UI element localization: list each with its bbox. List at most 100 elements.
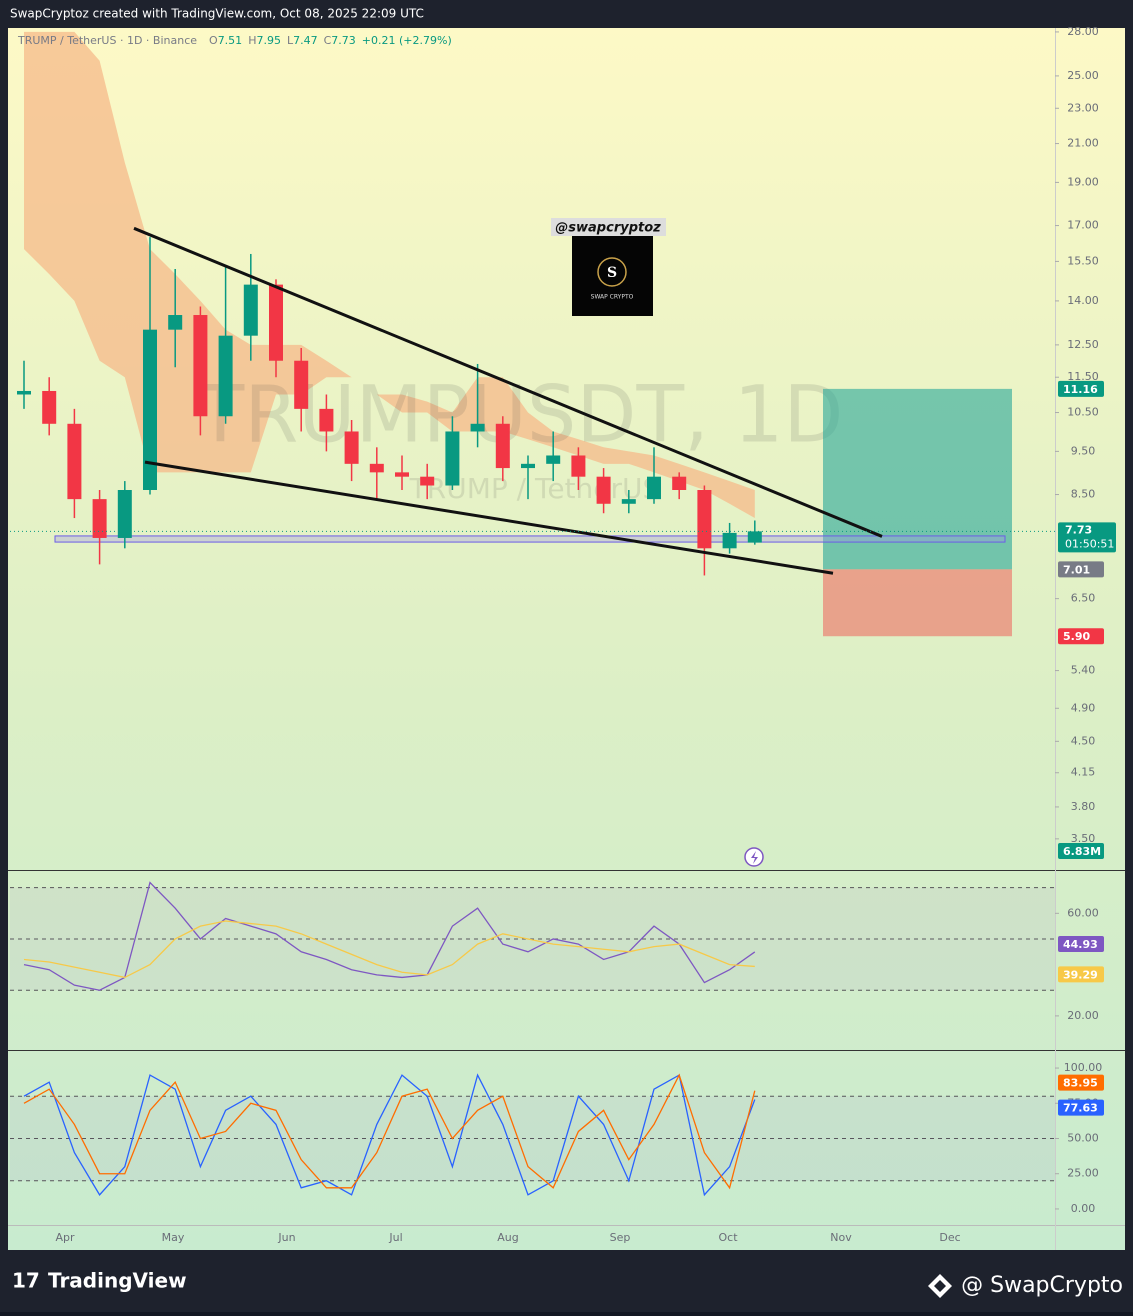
y-tick-label: 3.80: [1071, 800, 1096, 813]
candle-body: [369, 463, 384, 473]
candle-body: [269, 284, 283, 361]
last-value-label: 77.63: [1063, 1102, 1098, 1115]
y-tick-label: 4.15: [1071, 766, 1096, 779]
last-price-label-bg: [1058, 522, 1116, 553]
last-value-label-bg: [1058, 935, 1104, 952]
candle-body: [117, 489, 132, 538]
legend-header: TRUMP / TetherUS · 1D · Binance O7.51 H7.9…: [17, 34, 452, 47]
header-item: 7.73: [331, 34, 356, 47]
take-profit-zone: [823, 388, 1012, 570]
header-item: O: [209, 34, 218, 47]
candle-body: [420, 476, 435, 486]
header-item: H: [248, 34, 256, 47]
y-tick-label: 14.00: [1067, 294, 1099, 307]
last-value-label: 83.95: [1063, 1077, 1098, 1090]
brand-logo: 17: [12, 1269, 40, 1293]
candle-body: [42, 390, 57, 424]
plot-background: [8, 28, 1125, 1250]
entry-label-bg: [1058, 561, 1104, 578]
candle-body: [697, 489, 712, 549]
y-tick-label: 5.40: [1071, 664, 1096, 677]
y-tick-label: 12.50: [1067, 338, 1099, 351]
watermark: TRUMPUSDT, 1D: [196, 370, 844, 460]
last-value-label-bg: [1058, 1074, 1104, 1091]
candle-body: [92, 499, 107, 538]
candle-body: [596, 476, 611, 504]
candle-body: [294, 360, 309, 409]
x-tick-label: Jun: [277, 1231, 295, 1244]
candle-body: [495, 423, 510, 469]
y-tick-label: 15.50: [1067, 254, 1099, 267]
y-tick-label: 3.50: [1071, 832, 1096, 845]
candle-body: [344, 431, 359, 464]
top-bar: SwapCryptoz created with TradingView.com…: [10, 7, 424, 21]
x-tick-label: Aug: [497, 1231, 518, 1244]
last-value-label: 44.93: [1063, 938, 1098, 951]
header-item: +0.21 (+2.79%): [362, 34, 452, 47]
candle-body: [218, 335, 233, 417]
y-tick-label: 20.00: [1067, 1009, 1099, 1022]
volume-label: 6.83M: [1063, 845, 1101, 858]
candle-body: [672, 476, 687, 490]
logo-text: SWAP CRYPTO: [591, 294, 634, 301]
x-tick-label: May: [162, 1231, 185, 1244]
indicator-line: [23, 1073, 756, 1197]
trendline: [144, 460, 834, 575]
logo-ring: [597, 257, 627, 287]
y-tick-label: 9.50: [1071, 444, 1096, 457]
candle-body: [319, 408, 334, 432]
last-value-label-bg: [1058, 1099, 1104, 1116]
candle-body: [143, 329, 157, 490]
candle-body: [243, 284, 258, 336]
candle-body: [546, 455, 561, 464]
candle-body: [168, 315, 183, 330]
header-item: TRUMP / TetherUS · 1D · Binance: [17, 34, 197, 47]
y-tick-label: 25.00: [1067, 69, 1099, 82]
last-value-label: 39.29: [1063, 968, 1098, 981]
candle-body: [193, 315, 208, 417]
header-item: C: [324, 34, 332, 47]
y-tick-label: 21.00: [1067, 137, 1099, 150]
support-zone: [54, 535, 1006, 543]
y-tick-label: 50.00: [1067, 1131, 1099, 1144]
header-item: 7.51: [218, 34, 243, 47]
x-tick-label: Apr: [55, 1231, 75, 1244]
indicator-line: [23, 881, 756, 991]
x-tick-label: Sep: [610, 1231, 631, 1244]
x-tick-label: Jul: [388, 1231, 402, 1244]
volume-label-bg: [1058, 843, 1104, 859]
target-label-bg: [1058, 380, 1104, 397]
badge: @swapcryptoz: [555, 221, 661, 236]
y-tick-label: 4.50: [1071, 734, 1096, 747]
y-tick-label: 0.00: [1071, 1202, 1096, 1215]
y-tick-label: 4.90: [1071, 701, 1096, 714]
countdown: 01:50:51: [1065, 537, 1114, 550]
candle-body: [722, 532, 737, 549]
logo-box: [572, 236, 653, 316]
candle-body: [747, 531, 762, 543]
candle-body: [17, 390, 31, 395]
last-value-label-bg: [1058, 966, 1104, 983]
last-price-label: 7.73: [1065, 523, 1092, 536]
header-item: 7.95: [256, 34, 281, 47]
badge-bg: [551, 218, 666, 236]
candle-body: [395, 472, 409, 477]
trendline: [133, 226, 883, 538]
candle-body: [470, 423, 485, 432]
x-tick-label: Dec: [939, 1231, 960, 1244]
stop-label-bg: [1058, 628, 1104, 645]
x-tick-label: Oct: [718, 1231, 738, 1244]
y-tick-label: 23.00: [1067, 101, 1099, 114]
band-fill: [10, 887, 1055, 991]
logo-letter: S: [607, 265, 617, 281]
band-fill: [10, 1096, 1055, 1181]
y-tick-label: 19.00: [1067, 175, 1099, 188]
header-item: 7.47: [293, 34, 318, 47]
candle-body: [521, 463, 535, 469]
y-tick-label: 17.00: [1067, 219, 1099, 232]
y-tick-label: 6.50: [1071, 592, 1096, 605]
y-tick-label: 28.00: [1067, 25, 1099, 38]
